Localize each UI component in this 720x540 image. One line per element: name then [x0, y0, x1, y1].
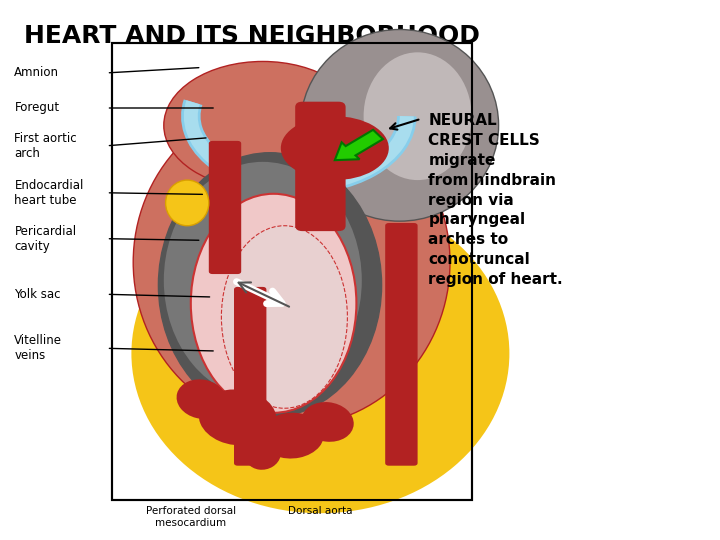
Ellipse shape [133, 98, 450, 427]
Ellipse shape [176, 379, 227, 419]
Ellipse shape [222, 226, 348, 408]
Bar [112, 43, 472, 500]
Ellipse shape [245, 438, 281, 470]
Ellipse shape [191, 194, 356, 413]
Text: Vitelline
veins: Vitelline veins [14, 334, 63, 362]
Ellipse shape [364, 52, 472, 180]
FancyBboxPatch shape [385, 223, 418, 465]
Ellipse shape [131, 194, 510, 513]
Text: HEART AND ITS NEIGHBORHOOD: HEART AND ITS NEIGHBORHOOD [24, 24, 480, 48]
Ellipse shape [302, 402, 354, 442]
Ellipse shape [164, 162, 362, 399]
Ellipse shape [259, 413, 324, 458]
Text: First aortic
arch: First aortic arch [14, 132, 77, 160]
Text: NEURAL
CREST CELLS
migrate
from hindbrain
region via
pharyngeal
arches to
conotr: NEURAL CREST CELLS migrate from hindbrai… [428, 113, 563, 287]
FancyBboxPatch shape [295, 102, 346, 231]
Text: Endocardial
heart tube: Endocardial heart tube [14, 179, 84, 207]
Text: Amnion: Amnion [14, 66, 59, 79]
Text: Dorsal aorta: Dorsal aorta [288, 506, 353, 516]
Text: Pericardial
cavity: Pericardial cavity [14, 225, 76, 253]
Text: Yolk sac: Yolk sac [14, 288, 61, 301]
Ellipse shape [281, 116, 389, 180]
FancyBboxPatch shape [234, 287, 266, 465]
FancyBboxPatch shape [209, 141, 241, 274]
Ellipse shape [199, 389, 276, 445]
Text: Foregut: Foregut [14, 102, 60, 114]
Bar [112, 43, 472, 500]
Ellipse shape [164, 62, 362, 189]
FancyArrow shape [335, 130, 383, 160]
Bar [112, 43, 472, 500]
Ellipse shape [301, 30, 498, 221]
Ellipse shape [158, 153, 382, 417]
Text: Perforated dorsal
mesocardium: Perforated dorsal mesocardium [145, 506, 236, 528]
Ellipse shape [166, 180, 209, 226]
